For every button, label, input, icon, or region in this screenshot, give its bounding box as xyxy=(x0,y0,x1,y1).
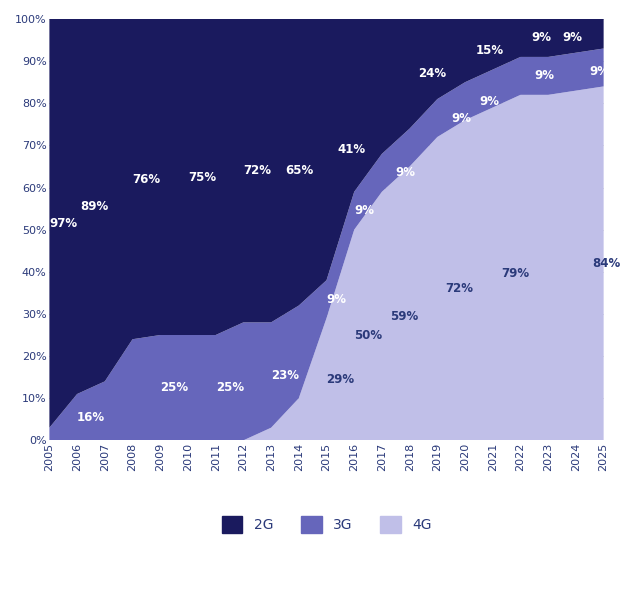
Text: 23%: 23% xyxy=(271,368,299,382)
Text: 16%: 16% xyxy=(77,410,105,424)
Text: 29%: 29% xyxy=(327,373,355,385)
Text: 41%: 41% xyxy=(338,143,366,156)
Text: 24%: 24% xyxy=(418,67,446,80)
Text: 9%: 9% xyxy=(354,204,374,217)
Text: 76%: 76% xyxy=(132,173,161,185)
Text: 72%: 72% xyxy=(243,164,271,177)
Text: 65%: 65% xyxy=(285,164,313,177)
Text: 59%: 59% xyxy=(390,309,419,323)
Text: 9%: 9% xyxy=(451,111,471,125)
Text: 9%: 9% xyxy=(479,95,499,108)
Text: 9%: 9% xyxy=(562,32,582,44)
Text: 9%: 9% xyxy=(327,292,347,306)
Text: 72%: 72% xyxy=(446,282,474,295)
Text: 25%: 25% xyxy=(216,381,244,394)
Text: 15%: 15% xyxy=(476,44,505,57)
Text: 79%: 79% xyxy=(501,268,529,280)
Text: 25%: 25% xyxy=(161,381,189,394)
Text: 9%: 9% xyxy=(531,32,552,44)
Text: 9%: 9% xyxy=(590,65,610,78)
Text: 84%: 84% xyxy=(592,257,621,270)
Text: 89%: 89% xyxy=(80,200,108,213)
Text: 97%: 97% xyxy=(50,217,78,230)
Text: 9%: 9% xyxy=(534,69,554,82)
Legend: 2G, 3G, 4G: 2G, 3G, 4G xyxy=(216,511,437,539)
Text: 50%: 50% xyxy=(354,328,382,342)
Text: 9%: 9% xyxy=(396,167,416,179)
Text: 75%: 75% xyxy=(188,170,216,184)
